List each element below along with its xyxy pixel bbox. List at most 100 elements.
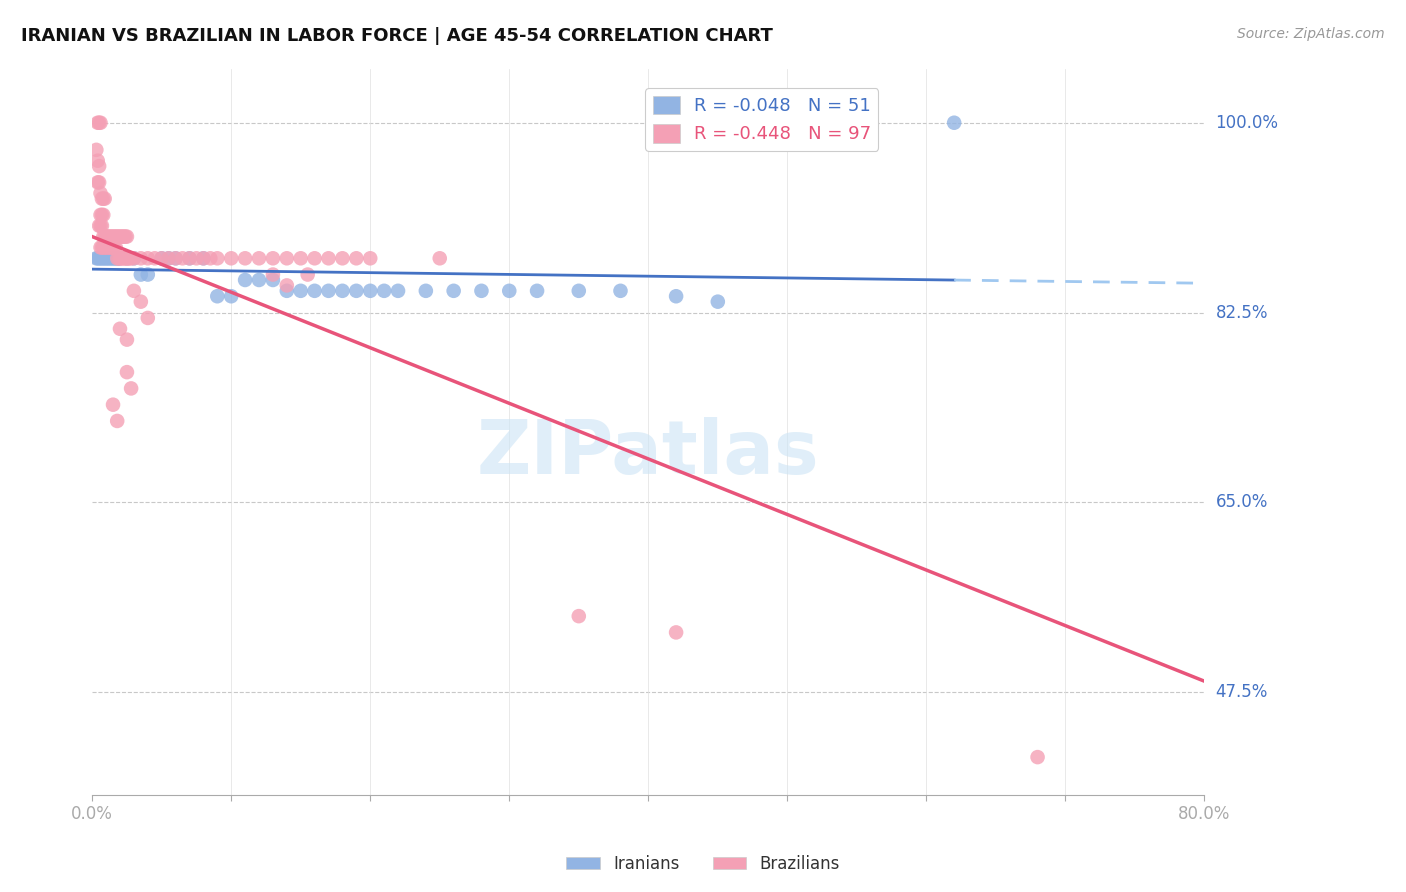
Point: [526, 284, 548, 298]
Point: [117, 252, 139, 266]
Point: [262, 268, 284, 282]
Point: [276, 252, 298, 266]
Point: [498, 284, 520, 298]
Point: [91, 240, 114, 254]
Point: [247, 252, 270, 266]
Point: [89, 219, 111, 233]
Point: [297, 268, 319, 282]
Point: [89, 175, 111, 189]
Point: [91, 192, 114, 206]
Point: [101, 240, 124, 254]
Point: [105, 229, 128, 244]
Point: [129, 268, 152, 282]
Point: [318, 284, 340, 298]
Point: [122, 284, 145, 298]
Point: [93, 229, 115, 244]
Point: [262, 252, 284, 266]
Point: [87, 116, 110, 130]
Point: [100, 229, 122, 244]
Point: [359, 284, 381, 298]
Point: [193, 252, 215, 266]
Point: [112, 252, 135, 266]
Point: [150, 252, 173, 266]
Point: [91, 252, 114, 266]
Point: [91, 208, 114, 222]
Point: [207, 252, 229, 266]
Point: [89, 116, 111, 130]
Point: [93, 252, 115, 266]
Point: [94, 229, 117, 244]
Point: [107, 252, 129, 266]
Point: [87, 252, 110, 266]
Point: [304, 252, 326, 266]
Point: [207, 289, 229, 303]
Point: [108, 322, 131, 336]
Point: [98, 229, 121, 244]
Point: [89, 208, 111, 222]
Point: [136, 310, 159, 325]
Point: [344, 284, 367, 298]
Point: [290, 252, 312, 266]
Point: [115, 333, 138, 347]
Point: [568, 609, 591, 624]
Point: [111, 252, 134, 266]
Point: [89, 219, 111, 233]
Point: [373, 284, 395, 298]
Point: [193, 252, 215, 266]
Point: [90, 192, 112, 206]
Point: [105, 252, 128, 266]
Point: [122, 252, 145, 266]
Point: [136, 252, 159, 266]
Point: [179, 252, 201, 266]
Point: [91, 229, 114, 244]
Point: [96, 240, 118, 254]
Point: [96, 229, 118, 244]
Point: [104, 229, 127, 244]
Point: [233, 252, 256, 266]
Point: [105, 252, 128, 266]
Point: [172, 252, 194, 266]
Point: [101, 252, 124, 266]
Point: [103, 252, 125, 266]
Point: [233, 273, 256, 287]
Point: [111, 229, 134, 244]
Point: [93, 192, 115, 206]
Point: [219, 289, 242, 303]
Point: [344, 252, 367, 266]
Point: [89, 116, 111, 130]
Point: [200, 252, 222, 266]
Point: [104, 240, 127, 254]
Point: [90, 208, 112, 222]
Legend: R = -0.048   N = 51, R = -0.448   N = 97: R = -0.048 N = 51, R = -0.448 N = 97: [645, 88, 879, 151]
Point: [107, 252, 129, 266]
Point: [93, 240, 115, 254]
Text: 47.5%: 47.5%: [1216, 683, 1268, 701]
Point: [98, 252, 121, 266]
Point: [101, 229, 124, 244]
Point: [98, 240, 121, 254]
Point: [86, 252, 108, 266]
Point: [157, 252, 180, 266]
Point: [332, 284, 354, 298]
Point: [359, 252, 381, 266]
Point: [332, 252, 354, 266]
Point: [115, 252, 138, 266]
Point: [120, 381, 142, 395]
Point: [90, 252, 112, 266]
Point: [110, 229, 132, 244]
Point: [97, 240, 120, 254]
Point: [89, 240, 111, 254]
Point: [415, 284, 437, 298]
Point: [115, 229, 138, 244]
Point: [186, 252, 208, 266]
Point: [100, 252, 122, 266]
Point: [90, 240, 112, 254]
Point: [150, 252, 173, 266]
Point: [129, 294, 152, 309]
Point: [90, 219, 112, 233]
Point: [179, 252, 201, 266]
Text: Source: ZipAtlas.com: Source: ZipAtlas.com: [1237, 27, 1385, 41]
Point: [1026, 750, 1049, 764]
Point: [165, 252, 187, 266]
Point: [114, 229, 136, 244]
